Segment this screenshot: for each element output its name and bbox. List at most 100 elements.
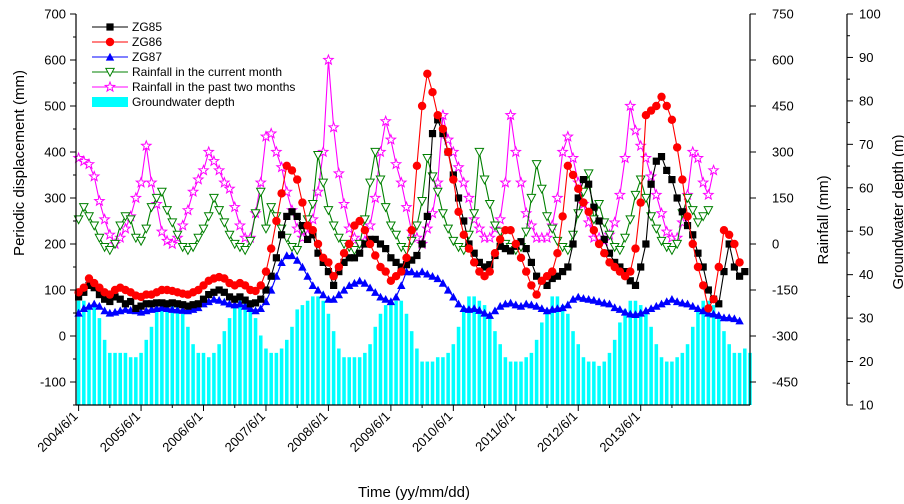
data-point (116, 295, 124, 303)
data-point (129, 191, 142, 204)
data-point (579, 198, 588, 207)
data-point (104, 246, 115, 256)
data-point (537, 304, 547, 312)
data-point (594, 239, 604, 249)
data-point (345, 254, 353, 262)
groundwater-bar (212, 352, 216, 405)
data-point (620, 307, 630, 316)
data-point (385, 221, 396, 231)
y-tick-label: -100 (40, 375, 66, 390)
groundwater-bar (701, 300, 705, 405)
rainfall-tick-label: 600 (772, 53, 794, 68)
data-point (245, 236, 256, 247)
data-point (562, 246, 573, 256)
data-point (704, 286, 712, 294)
data-point (423, 212, 431, 220)
data-point (673, 194, 681, 202)
data-point (303, 272, 312, 280)
data-point (527, 281, 536, 290)
data-point (94, 233, 105, 244)
data-point (287, 251, 297, 260)
data-point (563, 161, 573, 170)
data-point (220, 288, 228, 296)
data-point (704, 308, 713, 317)
groundwater-bar (602, 361, 607, 405)
data-point (366, 235, 374, 243)
data-point (615, 305, 625, 313)
groundwater-bar (633, 300, 638, 405)
groundwater-tick-label: 100 (859, 7, 881, 22)
data-point (386, 297, 396, 306)
data-point (270, 145, 283, 158)
data-point (678, 298, 687, 307)
groundwater-bar (123, 352, 128, 405)
data-point (400, 200, 413, 213)
groundwater-bar (144, 339, 149, 405)
groundwater-tick-label: 20 (859, 354, 873, 369)
data-point (121, 305, 130, 313)
data-point (137, 302, 145, 310)
groundwater-bar (206, 357, 211, 405)
data-point (735, 272, 744, 280)
data-point (158, 299, 166, 307)
legend-label: Groundwater depth (132, 95, 235, 109)
data-point (610, 303, 619, 312)
data-point (186, 185, 200, 198)
data-point (236, 293, 244, 301)
data-point (662, 101, 671, 111)
data-point (585, 180, 593, 188)
groundwater-bar (446, 352, 450, 405)
data-point (422, 154, 433, 164)
data-point (257, 295, 265, 303)
groundwater-bar (545, 309, 549, 405)
data-point (449, 175, 458, 184)
data-point (361, 240, 369, 248)
data-point (548, 267, 557, 276)
data-point (438, 278, 448, 287)
data-point (434, 116, 442, 124)
data-point (655, 206, 668, 219)
groundwater-bar (581, 357, 586, 405)
data-point (522, 245, 530, 253)
groundwater-bar (82, 300, 86, 405)
series-line (78, 118, 746, 310)
groundwater-bar (373, 326, 378, 405)
groundwater-bar (420, 361, 424, 405)
data-point (172, 230, 183, 241)
data-point (418, 240, 426, 248)
data-point (156, 187, 167, 198)
data-point (256, 281, 265, 290)
data-point (527, 300, 536, 309)
data-point (417, 196, 428, 207)
data-point (145, 176, 158, 188)
data-point (697, 176, 710, 188)
groundwater-bar (160, 305, 164, 405)
data-point (699, 263, 707, 271)
groundwater-bar (352, 357, 357, 405)
rainfall-tick-label: 450 (772, 99, 794, 114)
data-point (583, 169, 594, 179)
data-point (412, 161, 422, 170)
groundwater-bar (451, 344, 456, 405)
groundwater-bar (722, 331, 726, 405)
data-point (360, 278, 370, 287)
data-point (157, 303, 167, 312)
data-point (605, 299, 614, 308)
groundwater-bar (222, 331, 227, 405)
data-point (360, 226, 370, 235)
groundwater-tick-label: 90 (859, 50, 873, 65)
data-point (698, 212, 709, 222)
data-point (369, 191, 382, 204)
groundwater-axis-title: Groundwater depth (m) (890, 134, 904, 289)
data-point (363, 219, 377, 231)
groundwater-bar (670, 361, 674, 405)
data-point (111, 293, 119, 301)
data-point (635, 175, 646, 185)
data-point (527, 258, 536, 266)
data-point (77, 154, 90, 167)
groundwater-bar (92, 305, 96, 405)
data-point (657, 153, 666, 161)
groundwater-bar (363, 352, 367, 405)
data-point (691, 151, 705, 164)
groundwater-bar (134, 357, 138, 405)
